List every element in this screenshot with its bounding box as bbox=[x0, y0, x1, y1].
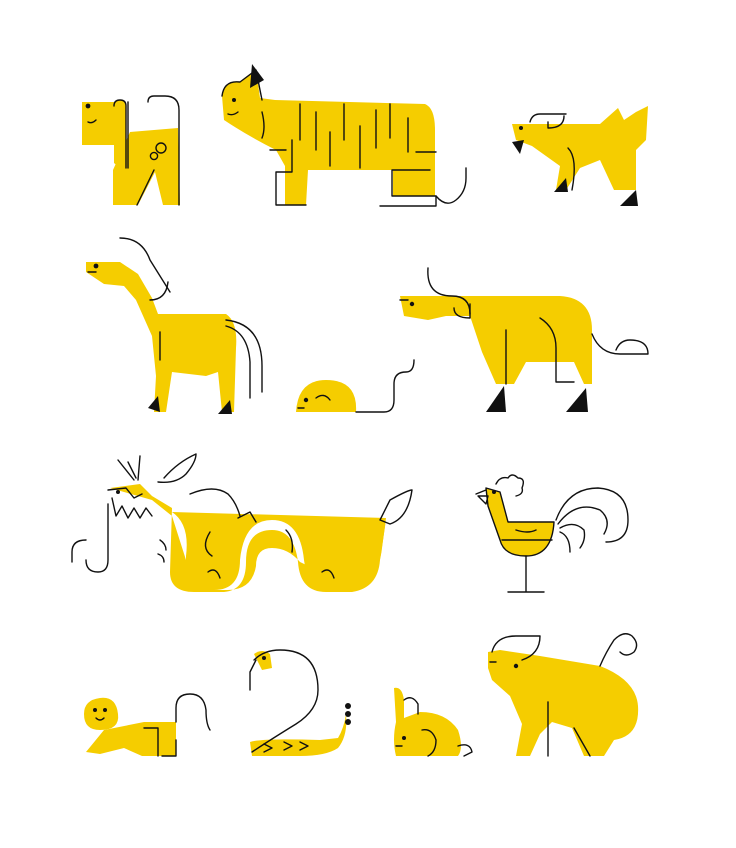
horse-icon bbox=[86, 237, 263, 414]
goat-icon bbox=[512, 106, 648, 206]
dog-icon bbox=[82, 95, 180, 206]
snake-icon bbox=[249, 649, 351, 756]
monkey-icon bbox=[84, 693, 211, 757]
rabbit-icon bbox=[394, 687, 473, 757]
tiger-icon bbox=[221, 64, 467, 207]
pig-icon bbox=[488, 633, 639, 757]
ox-icon bbox=[399, 267, 649, 412]
dragon-icon bbox=[71, 453, 413, 592]
rat-icon bbox=[296, 359, 415, 413]
rooster-icon bbox=[475, 474, 629, 593]
